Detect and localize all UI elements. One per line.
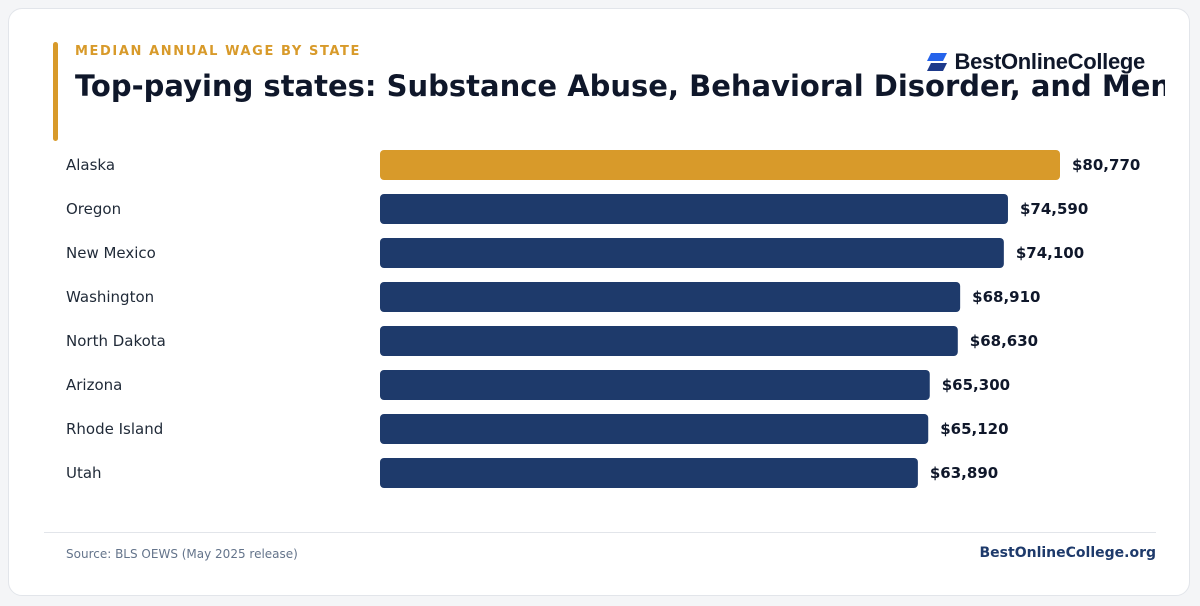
value-label: $63,890 bbox=[930, 464, 998, 482]
bar-washington bbox=[380, 282, 961, 312]
bar-utah bbox=[380, 458, 918, 488]
accent-bar bbox=[53, 42, 58, 141]
category-label: Washington bbox=[66, 288, 154, 306]
site-name: BestOnlineCollege.org bbox=[979, 545, 1156, 561]
value-label: $65,300 bbox=[942, 376, 1010, 394]
value-label: $74,100 bbox=[1016, 244, 1084, 262]
footer-divider bbox=[44, 532, 1156, 533]
bar-arizona bbox=[380, 370, 930, 400]
source-note: Source: BLS OEWS (May 2025 release) bbox=[66, 547, 298, 561]
category-label: New Mexico bbox=[66, 244, 156, 262]
category-label: Oregon bbox=[66, 200, 121, 218]
bar-north-dakota bbox=[380, 326, 958, 356]
chart-title: Top-paying states: Substance Abuse, Beha… bbox=[75, 69, 1165, 103]
value-label: $74,590 bbox=[1020, 200, 1088, 218]
eyebrow-label: MEDIAN ANNUAL WAGE BY STATE bbox=[75, 44, 362, 59]
value-label: $68,910 bbox=[972, 288, 1040, 306]
value-label: $68,630 bbox=[970, 332, 1038, 350]
bar-rhode-island bbox=[380, 414, 929, 444]
value-label: $65,120 bbox=[940, 420, 1008, 438]
bar-alaska bbox=[380, 150, 1060, 180]
category-label: Alaska bbox=[66, 156, 115, 174]
bar-new-mexico bbox=[380, 238, 1004, 268]
category-label: Utah bbox=[66, 464, 102, 482]
brand-logo-text: BestOnlineCollege bbox=[954, 49, 1146, 74]
bar-oregon bbox=[380, 194, 1008, 224]
stacked-parallelogram-icon bbox=[926, 53, 947, 71]
category-label: Rhode Island bbox=[66, 420, 163, 438]
category-label: Arizona bbox=[66, 376, 122, 394]
category-label: North Dakota bbox=[66, 332, 166, 350]
value-label: $80,770 bbox=[1072, 156, 1140, 174]
brand-logo: BestOnlineCollege bbox=[925, 49, 1146, 75]
